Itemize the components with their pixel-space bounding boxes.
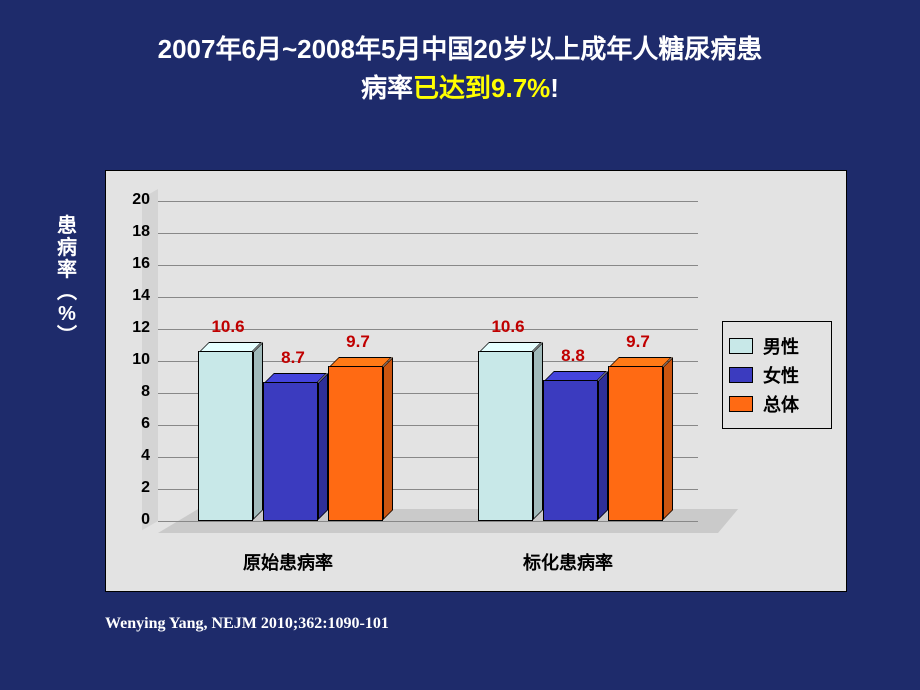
y-axis-label-char: 病 [55, 237, 79, 259]
x-category-label: 标化患病率 [468, 549, 668, 575]
legend-label: 总体 [763, 391, 799, 417]
bar-total [328, 366, 383, 521]
y-tick-label: 18 [110, 223, 150, 241]
y-tick-label: 12 [110, 319, 150, 337]
legend: 男性女性总体 [722, 321, 832, 429]
y-tick-label: 16 [110, 255, 150, 273]
title-line1: 2007年6月~2008年5月中国20岁以上成年人糖尿病患 [158, 34, 763, 64]
y-tick-label: 10 [110, 351, 150, 369]
bar-value-label: 9.7 [323, 332, 393, 352]
y-tick-label: 2 [110, 479, 150, 497]
y-axis-label-char: ︶ [55, 325, 79, 347]
y-tick-label: 6 [110, 415, 150, 433]
title-line2-suffix: ! [550, 73, 559, 103]
bar-male [478, 351, 533, 521]
legend-label: 男性 [763, 333, 799, 359]
bar-value-label: 8.8 [538, 346, 608, 366]
legend-swatch [729, 396, 753, 412]
bar-value-label: 9.7 [603, 332, 673, 352]
bar-female [543, 380, 598, 521]
title-line2-prefix: 病率 [361, 73, 413, 103]
y-axis-label-char: 患 [55, 215, 79, 237]
bar-value-label: 10.6 [473, 317, 543, 337]
y-axis-label: 患病率︵%︶ [55, 215, 79, 347]
bar-male [198, 351, 253, 521]
bar-total [608, 366, 663, 521]
title-accent: 已达到9.7% [413, 73, 550, 103]
citation-text: Wenying Yang, NEJM 2010;362:1090-101 [105, 615, 389, 633]
bar-group: 10.68.79.7 [198, 201, 398, 521]
page-title: 2007年6月~2008年5月中国20岁以上成年人糖尿病患 病率已达到9.7%! [40, 30, 880, 108]
y-tick-label: 20 [110, 191, 150, 209]
y-axis-label-char: 率 [55, 259, 79, 281]
slide: 2007年6月~2008年5月中国20岁以上成年人糖尿病患 病率已达到9.7%!… [0, 0, 920, 690]
y-tick-label: 0 [110, 511, 150, 529]
legend-label: 女性 [763, 362, 799, 388]
bar-value-label: 10.6 [193, 317, 263, 337]
x-category-label: 原始患病率 [188, 549, 388, 575]
y-axis-label-char: % [55, 303, 79, 325]
bar-group: 10.68.89.7 [478, 201, 678, 521]
chart-container: 0246810121416182010.68.79.710.68.89.7 男性… [105, 170, 847, 592]
legend-swatch [729, 338, 753, 354]
y-tick-label: 14 [110, 287, 150, 305]
bar-value-label: 8.7 [258, 348, 328, 368]
y-axis-label-char: ︵ [55, 281, 79, 303]
y-tick-label: 4 [110, 447, 150, 465]
plot-area: 0246810121416182010.68.79.710.68.89.7 [158, 201, 698, 521]
legend-item: 女性 [729, 362, 825, 388]
gridline [158, 521, 698, 522]
legend-item: 总体 [729, 391, 825, 417]
bar-female [263, 382, 318, 521]
legend-item: 男性 [729, 333, 825, 359]
legend-swatch [729, 367, 753, 383]
y-tick-label: 8 [110, 383, 150, 401]
